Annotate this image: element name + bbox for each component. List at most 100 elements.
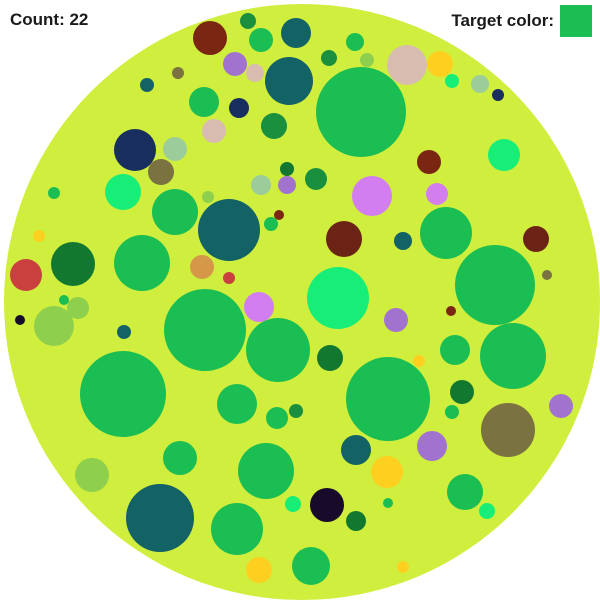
target-color-label: Target color: [451, 11, 554, 30]
game-circle[interactable] [217, 384, 257, 424]
game-circle[interactable] [450, 380, 474, 404]
game-circle[interactable] [447, 474, 483, 510]
game-circle[interactable] [455, 245, 535, 325]
game-circle[interactable] [240, 13, 256, 29]
game-circle[interactable] [163, 441, 197, 475]
game-circle[interactable] [126, 484, 194, 552]
game-circle[interactable] [413, 355, 425, 367]
game-circle[interactable] [51, 242, 95, 286]
game-circle[interactable] [292, 547, 330, 585]
game-circle[interactable] [317, 345, 343, 371]
game-circle[interactable] [316, 67, 406, 157]
game-circle[interactable] [387, 45, 427, 85]
game-circle[interactable] [193, 21, 227, 55]
game-circle[interactable] [117, 325, 131, 339]
game-circle[interactable] [251, 175, 271, 195]
game-circle[interactable] [420, 207, 472, 259]
game-circle[interactable] [15, 315, 25, 325]
game-circle[interactable] [471, 75, 489, 93]
game-circle[interactable] [249, 28, 273, 52]
game-circle[interactable] [163, 137, 187, 161]
game-circle[interactable] [352, 176, 392, 216]
game-circle[interactable] [445, 74, 459, 88]
game-circle[interactable] [523, 226, 549, 252]
game-circle[interactable] [59, 295, 69, 305]
game-circle[interactable] [152, 189, 198, 235]
game-circle[interactable] [48, 187, 60, 199]
game-circle[interactable] [211, 503, 263, 555]
game-circle[interactable] [346, 511, 366, 531]
game-circle[interactable] [274, 210, 284, 220]
game-circle[interactable] [105, 174, 141, 210]
game-circle[interactable] [80, 351, 166, 437]
game-circle[interactable] [397, 561, 409, 573]
game-circle[interactable] [148, 159, 174, 185]
game-circle[interactable] [480, 323, 546, 389]
game-circle[interactable] [10, 259, 42, 291]
game-circle[interactable] [265, 57, 313, 105]
game-circle[interactable] [310, 488, 344, 522]
target-color-swatch [560, 5, 592, 37]
game-circle[interactable] [341, 435, 371, 465]
game-circle[interactable] [244, 292, 274, 322]
game-circle[interactable] [246, 318, 310, 382]
game-circle[interactable] [190, 255, 214, 279]
game-circle[interactable] [371, 456, 403, 488]
game-circle[interactable] [326, 221, 362, 257]
game-circle[interactable] [278, 176, 296, 194]
game-circle[interactable] [67, 297, 89, 319]
game-circle[interactable] [114, 129, 156, 171]
game-circle[interactable] [280, 162, 294, 176]
game-circle[interactable] [202, 119, 226, 143]
game-circle[interactable] [426, 183, 448, 205]
game-circle[interactable] [75, 458, 109, 492]
circle-layer [10, 13, 573, 585]
game-circle[interactable] [488, 139, 520, 171]
game-circle[interactable] [223, 272, 235, 284]
game-circle[interactable] [164, 289, 246, 371]
game-circle[interactable] [285, 496, 301, 512]
game-circle[interactable] [492, 89, 504, 101]
game-circle[interactable] [172, 67, 184, 79]
game-circle[interactable] [417, 150, 441, 174]
game-circle[interactable] [446, 306, 456, 316]
game-circle[interactable] [34, 306, 74, 346]
game-circle[interactable] [384, 308, 408, 332]
game-circle[interactable] [202, 191, 214, 203]
game-circle[interactable] [427, 51, 453, 77]
game-circle[interactable] [246, 64, 264, 82]
game-circle[interactable] [189, 87, 219, 117]
game-circle[interactable] [281, 18, 311, 48]
game-circle[interactable] [198, 199, 260, 261]
game-circle[interactable] [440, 335, 470, 365]
game-circle[interactable] [360, 53, 374, 67]
game-circle[interactable] [346, 33, 364, 51]
game-circle[interactable] [383, 498, 393, 508]
game-circle[interactable] [445, 405, 459, 419]
game-circle[interactable] [289, 404, 303, 418]
game-circle[interactable] [305, 168, 327, 190]
game-circle[interactable] [229, 98, 249, 118]
game-circle[interactable] [479, 503, 495, 519]
game-circle[interactable] [114, 235, 170, 291]
game-circle[interactable] [264, 217, 278, 231]
game-circle[interactable] [321, 50, 337, 66]
count-label: Count: 22 [10, 10, 89, 29]
game-circle[interactable] [261, 113, 287, 139]
target-indicator: Target color: [451, 5, 592, 37]
game-circle[interactable] [307, 267, 369, 329]
game-circle[interactable] [33, 230, 45, 242]
game-circle[interactable] [481, 403, 535, 457]
game-circle[interactable] [346, 357, 430, 441]
game-circle[interactable] [394, 232, 412, 250]
game-circle[interactable] [266, 407, 288, 429]
game-circle[interactable] [417, 431, 447, 461]
game-circle[interactable] [140, 78, 154, 92]
game-circle[interactable] [223, 52, 247, 76]
game-circle[interactable] [238, 443, 294, 499]
game-circle[interactable] [549, 394, 573, 418]
game-circle[interactable] [542, 270, 552, 280]
game-circle[interactable] [246, 557, 272, 583]
